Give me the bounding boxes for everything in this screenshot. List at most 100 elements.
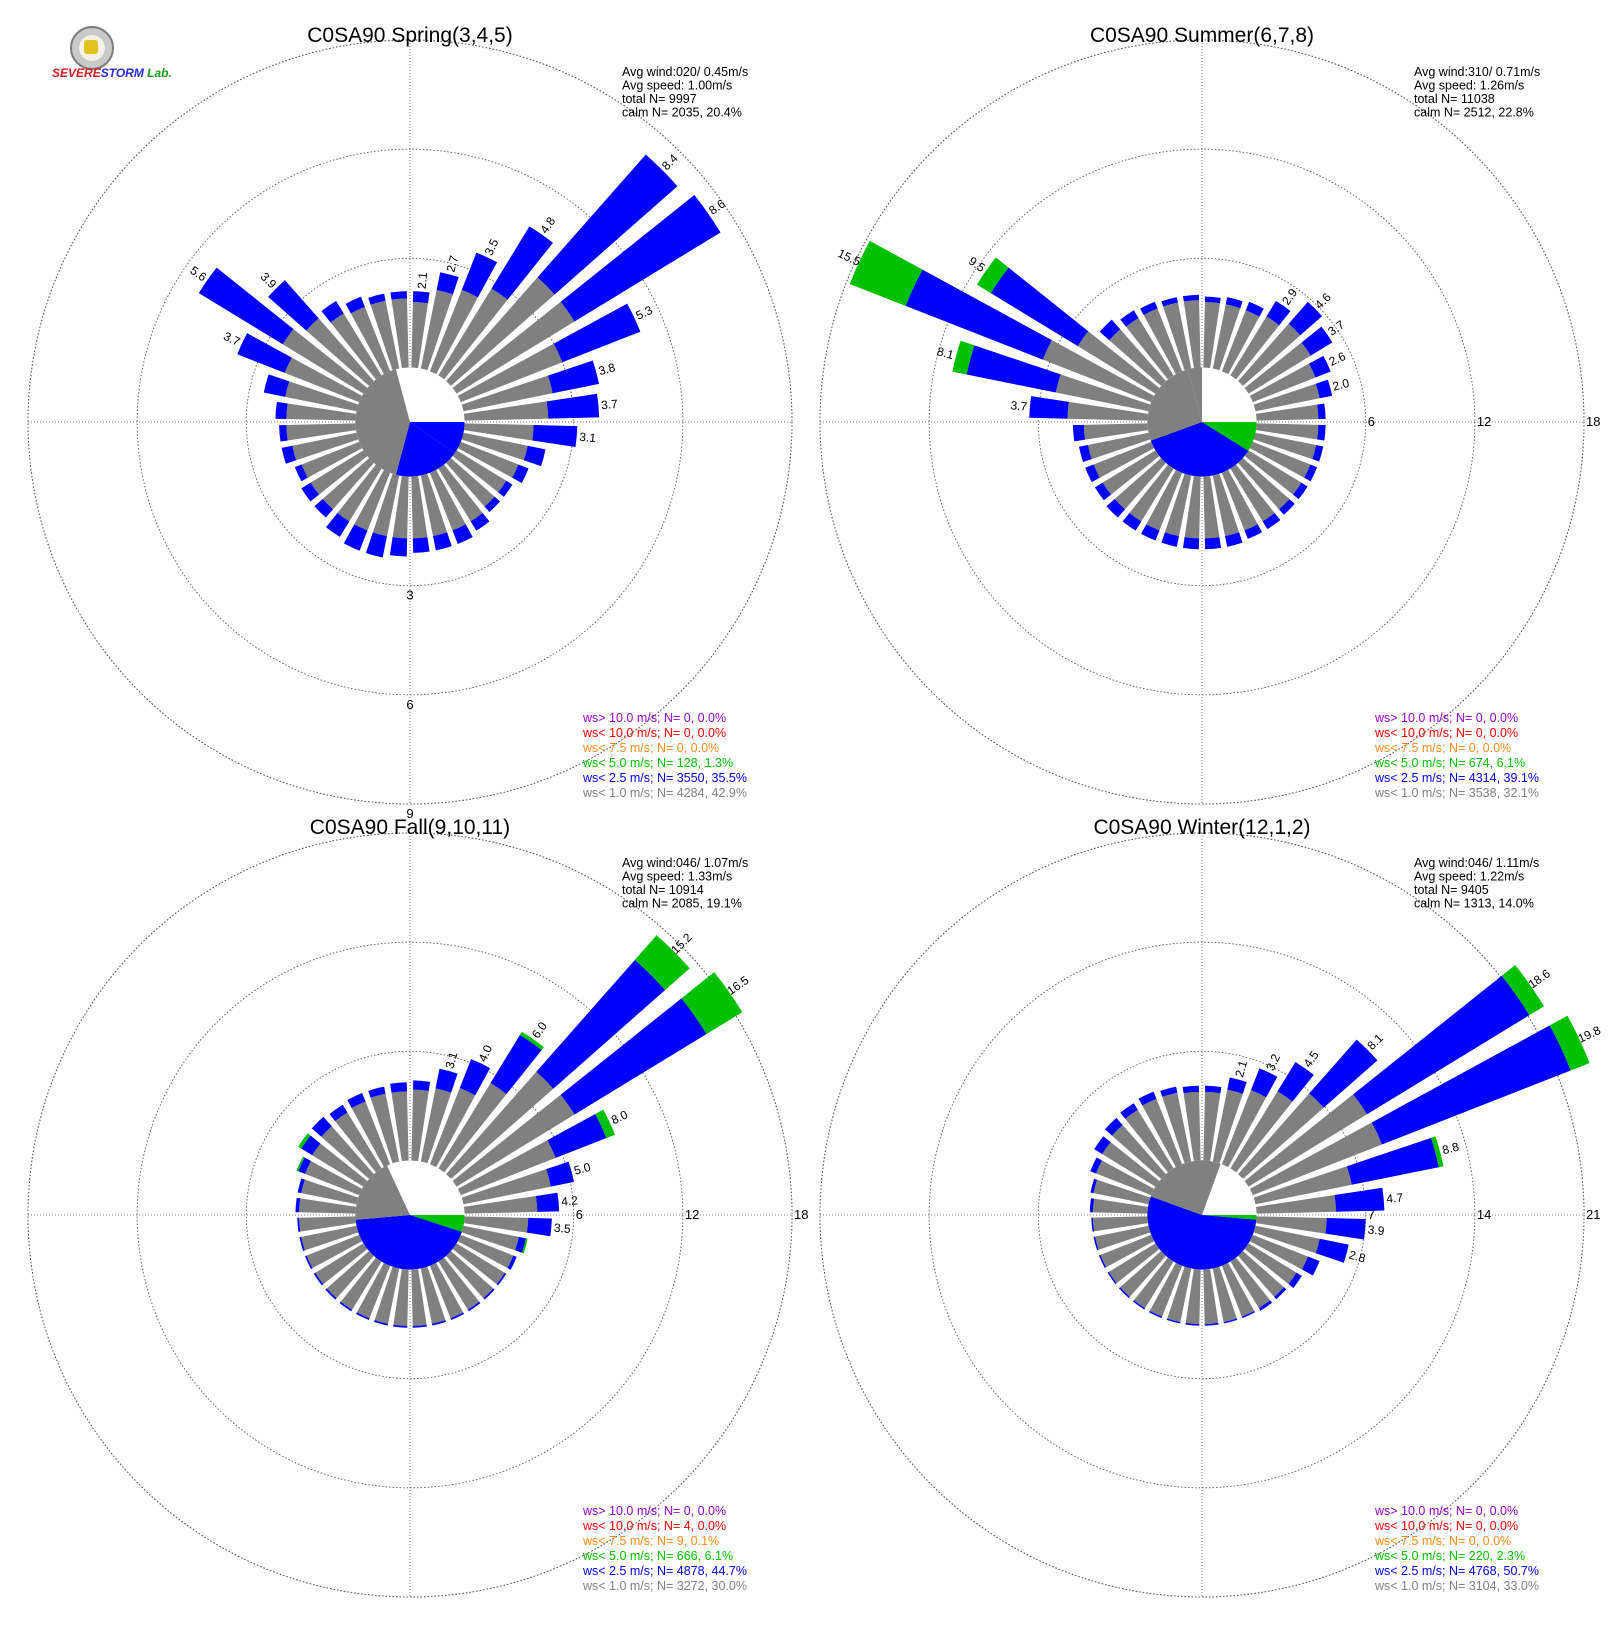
bar-segment-gray [1203,301,1220,369]
bar-segment-blue [1325,1218,1366,1240]
bar-value-label: 2.6 [1327,349,1348,369]
bar-segment-gray [1212,1089,1243,1164]
bar-segment-blue [1225,297,1243,309]
bar-value-label: 3.7 [600,397,618,412]
bar-segment-blue [313,1272,324,1286]
bar-segment-gray [438,288,508,380]
bar-segment-gray [350,306,391,375]
bar-segment-blue [345,296,365,314]
bar-segment-gray [1255,423,1319,440]
chart-title: C0SA90 Spring(3,4,5) [307,24,512,47]
bar-segment-gray [310,450,368,495]
bar-segment-gray [306,1234,363,1269]
bar-segment-blue [1301,326,1333,356]
bar-segment-blue [1312,445,1324,462]
bar-segment-gray [1253,1225,1320,1254]
bar-value-label: 8.1 [936,344,956,362]
bar-segment-blue [374,1320,389,1326]
bar-segment-blue [498,480,513,497]
bar-segment-gray [1129,464,1174,522]
bar-segment-blue [1309,1039,1378,1108]
bar-value-label: 8.1 [1364,1031,1386,1053]
bar-segment-blue [1141,524,1160,541]
bar-segment-blue [368,293,386,305]
bar-segment-gray [299,1198,357,1214]
legend-row: ws> 10.0 m/s; N= 0, 0.0% [582,711,726,725]
bar-segment-gray [301,1179,359,1205]
legend-row: ws< 10.0 m/s; N= 0, 0.0% [1374,1519,1518,1533]
bar-segment-gray [1163,302,1192,371]
calm-pie-slice [1147,1196,1257,1270]
stats-line: Avg wind:020/ 0.45m/s [622,65,748,79]
bar-segment-gray [306,318,374,386]
legend-row: ws< 5.0 m/s; N= 220, 2.3% [1374,1549,1525,1563]
bar-segment-blue [314,498,334,518]
bar-segment-blue [412,291,430,304]
stats-line: Avg speed: 1.26m/s [1414,79,1524,93]
bar-segment-blue [343,524,368,551]
stats-line: calm N= 2512, 22.8% [1414,106,1534,120]
bar-segment-green [634,935,690,991]
bar-segment-gray [356,1262,391,1319]
bar-segment-gray [391,1091,409,1162]
ring-label: 21 [1586,1207,1600,1222]
bar-segment-gray [1221,469,1258,531]
stats-line: Avg speed: 1.00m/s [622,79,732,93]
bar-value-label: 4.8 [537,214,558,236]
bar-segment-gray [285,381,359,412]
legend-row: ws< 1.0 m/s; N= 3538, 32.1% [1374,786,1539,800]
stats-line: total N= 9997 [622,92,697,106]
bar-segment-green [1431,1136,1444,1168]
bar-value-label: 2.8 [1347,1248,1367,1266]
bar-segment-blue [461,252,498,298]
bar-segment-gray [1253,1166,1352,1205]
bar-segment-gray [1221,310,1260,375]
bar-segment-gray [1244,1094,1368,1187]
bar-segment-blue [1094,1136,1111,1155]
legend-row: ws< 1.0 m/s; N= 3104, 33.0% [1374,1579,1539,1593]
bar-segment-blue [311,1116,332,1137]
bar-segment-blue [1371,1025,1571,1145]
bar-segment-gray [1183,300,1201,369]
calm-pie-slice [395,367,465,422]
bar-segment-blue [1241,1310,1255,1319]
stats-line: Avg wind:310/ 0.71m/s [1414,65,1540,79]
bar-segment-blue [1205,1085,1222,1094]
bar-segment-blue [547,360,600,394]
bar-segment-blue [1317,403,1326,420]
bar-segment-blue [1262,512,1281,530]
bar-segment-gray [1212,1266,1237,1322]
bar-segment-blue [1258,1300,1273,1311]
wind-rose-panel: 6 12 183.1 4.06.015.216.58.05.04.23.5C0SA90… [27,816,808,1598]
bar-value-label: 3.1 [579,430,597,445]
stats-line: calm N= 1313, 14.0% [1414,897,1534,911]
bar-segment-blue [560,195,721,322]
calm-pie-slice [410,1215,465,1232]
bar-segment-blue [1225,532,1243,547]
bar-segment-blue [279,425,288,442]
bar-segment-gray [1092,1216,1149,1232]
bar-segment-gray [1238,1093,1324,1179]
chart-title: C0SA90 Summer(6,7,8) [1090,24,1314,47]
bar-segment-blue [905,269,1052,360]
bar-segment-blue [1223,1318,1238,1324]
bar-segment-gray [452,450,507,493]
bar-segment-gray [1109,329,1166,386]
bar-segment-gray [1230,316,1280,380]
bar-segment-gray [1133,1257,1174,1309]
bar-segment-green [849,240,923,306]
bar-value-label: 3.5 [482,236,502,257]
bar-segment-gray [1143,308,1183,375]
bar-segment-gray [1230,1257,1271,1309]
bar-segment-gray [1249,363,1316,403]
bar-segment-gray [1184,475,1201,539]
bar-segment-blue [237,333,292,373]
bar-segment-gray [1042,340,1155,403]
bar-segment-gray [1238,1251,1284,1297]
chart-title: C0SA90 Winter(12,1,2) [1093,816,1310,839]
bar-segment-gray [461,1169,551,1205]
legend-row: ws< 2.5 m/s; N= 4314, 39.1% [1374,771,1539,785]
bar-segment-gray [457,1234,514,1269]
calm-pie-slice [1202,367,1257,422]
